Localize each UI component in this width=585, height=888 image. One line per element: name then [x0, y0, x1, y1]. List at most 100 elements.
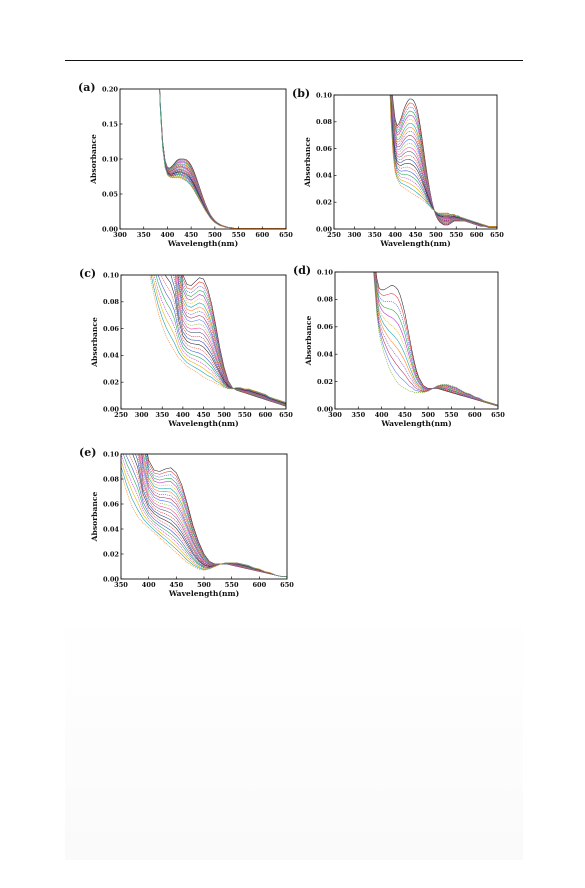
x-tick-label: 400 [375, 411, 389, 419]
spectrum-curve [157, 275, 286, 404]
spectrum-curve [391, 95, 497, 228]
spectrum-curve [173, 275, 286, 405]
y-tick-label: 0.02 [317, 378, 333, 386]
spectrum-curve [160, 275, 286, 404]
x-axis-label: Wavelength(nm) [167, 239, 238, 248]
spectrum-curve [373, 272, 498, 406]
x-tick-label: 550 [449, 231, 463, 239]
y-tick-label: 0.04 [317, 351, 333, 359]
spectrum-curve [389, 95, 497, 227]
panel-a: 300 350 400 450 500 550 600 650 0.00 0.05 0.10 0.15… [78, 81, 293, 248]
header-rule [65, 60, 523, 61]
spectrum-curve [159, 89, 286, 229]
x-tick-label: 500 [217, 411, 231, 419]
y-tick-label: 0.06 [317, 323, 333, 331]
spectrum-curve [390, 95, 497, 228]
spectrum-curve [390, 95, 497, 228]
x-tick-label: 300 [328, 411, 342, 419]
spectrum-curve [389, 95, 497, 227]
plot-frame [333, 94, 498, 230]
spectrum-curve [159, 89, 286, 229]
y-tick-label: 0.10 [103, 450, 119, 458]
spectrum-curve [159, 89, 286, 229]
x-tick-label: 600 [252, 581, 266, 589]
spectrum-curve [373, 272, 498, 406]
y-tick-label: 0.00 [316, 225, 332, 233]
spectrum-curve [121, 472, 287, 577]
x-tick-label: 400 [142, 581, 156, 589]
y-tick-label: 0.08 [316, 118, 332, 126]
plot-frame [334, 271, 499, 410]
x-axis-label: Wavelength(nm) [379, 239, 450, 248]
x-tick-label: 650 [280, 581, 294, 589]
spectrum-curve [159, 89, 286, 229]
spectrum-curve [375, 272, 498, 407]
spectrum-curve [391, 95, 497, 228]
spectrum-curve [390, 95, 497, 228]
spectrum-curve [390, 95, 497, 228]
x-tick-label: 450 [197, 411, 211, 419]
y-tick-label: 0.15 [102, 120, 118, 128]
spectrum-curve [152, 275, 286, 403]
spectrum-curve [159, 89, 286, 229]
y-tick-label: 0.10 [317, 268, 333, 276]
spectrum-curve [150, 275, 286, 403]
y-tick-label: 0.10 [102, 155, 118, 163]
panel-c: 250 300 350 400 450 500 550 600 650 0.00 0.02 0.04 0… [79, 267, 293, 428]
x-tick-label: 600 [255, 231, 269, 239]
y-tick-label: 0.10 [316, 91, 332, 99]
x-tick-label: 400 [161, 231, 175, 239]
spectrum-curve [177, 275, 286, 406]
plot-frame [120, 274, 287, 410]
y-axis-label: Absorbance [90, 317, 99, 368]
spectrum-curve [147, 454, 287, 577]
x-tick-label: 450 [184, 231, 198, 239]
x-tick-label: 550 [232, 231, 246, 239]
x-tick-label: 450 [409, 231, 423, 239]
spectrum-curve [159, 89, 286, 229]
spectrum-curve [390, 95, 497, 228]
spectrum-curve [374, 272, 498, 406]
spectrum-curve [142, 454, 287, 577]
spectrum-curve [149, 275, 286, 403]
spectrum-curve [374, 272, 498, 407]
x-tick-label: 450 [398, 411, 412, 419]
spectrum-curve [159, 89, 286, 229]
curve-group [149, 275, 286, 407]
x-tick-label: 600 [468, 411, 482, 419]
spectrum-curve [159, 89, 286, 229]
spectrum-curve [389, 95, 497, 227]
x-tick-label: 650 [490, 231, 504, 239]
plot-frame [119, 88, 287, 230]
spectrum-curve [179, 275, 286, 406]
y-axis-label: Absorbance [304, 315, 313, 366]
spectrum-curve [390, 95, 497, 228]
y-tick-label: 0.00 [103, 575, 119, 583]
spectrum-curve [390, 95, 497, 228]
x-tick-label: 500 [197, 581, 211, 589]
x-tick-label: 650 [279, 231, 293, 239]
x-tick-label: 300 [347, 231, 361, 239]
x-tick-label: 350 [368, 231, 382, 239]
spectrum-curve [373, 272, 498, 406]
y-tick-label: 0.02 [103, 550, 119, 558]
y-tick-label: 0.08 [103, 298, 119, 306]
x-tick-label: 650 [491, 411, 505, 419]
spectrum-curve [159, 89, 286, 229]
spectrum-curve [390, 95, 497, 227]
x-axis-label: Wavelength(nm) [380, 419, 451, 428]
spectrum-curve [392, 95, 497, 228]
spectrum-curve [390, 95, 497, 228]
panel-label: (d) [293, 264, 311, 277]
spectrum-curve [159, 89, 286, 229]
x-tick-label: 350 [351, 411, 365, 419]
x-tick-label: 550 [238, 411, 252, 419]
spectrum-curve [373, 272, 498, 406]
x-tick-label: 350 [155, 411, 169, 419]
x-tick-label: 250 [114, 411, 128, 419]
x-tick-label: 400 [176, 411, 190, 419]
curve-group [389, 95, 497, 228]
spectrum-curve [159, 89, 286, 229]
spectrum-curve [159, 89, 286, 229]
